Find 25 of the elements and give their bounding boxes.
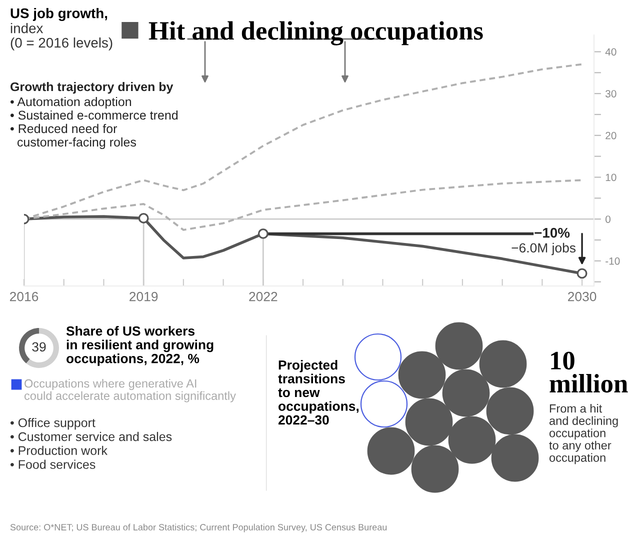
- y-tick-label: 20: [606, 132, 616, 140]
- chart-subtitle: index (0 = 2016 levels): [10, 23, 112, 50]
- annotation: Growth trajectory driven by: [10, 82, 174, 94]
- text: 10 million: [550, 352, 628, 393]
- y-tick-label: -10: [606, 257, 620, 265]
- legend-label: Hit and declining occupations: [148, 21, 483, 46]
- x-tick-label: 2019: [130, 292, 158, 302]
- annotation: −6.0M jobs: [512, 242, 576, 256]
- y-tick-label: 0: [606, 216, 610, 223]
- data-label: 39: [32, 342, 46, 352]
- chart-title: US job growth,: [10, 8, 108, 22]
- annotation: −10%: [534, 228, 570, 238]
- annotation: • Automation adoption • Sustained e-commerce trend • Reduced need for customer-facing roles: [10, 97, 178, 150]
- source-note: Source: O*NET; US Bureau of Labor Statistics; Current Population Survey, US Census Bureau: [10, 524, 387, 532]
- y-tick-label: 30: [606, 90, 616, 98]
- x-tick-label: 2030: [568, 292, 596, 302]
- text: Occupations where generative AI could accelerate automation significantly: [24, 379, 236, 402]
- text: • Office support • Customer service and sales • Production work • Food services: [10, 418, 172, 469]
- x-tick-label: 2022: [249, 292, 278, 302]
- y-tick-label: 10: [606, 174, 616, 182]
- text: Share of US workers in resilient and growing occupations, 2022, %: [66, 326, 214, 366]
- y-tick-label: 40: [605, 48, 616, 56]
- x-tick-label: 2016: [10, 292, 38, 302]
- text: Projected transitions to new occupations, 2022–30: [278, 360, 358, 425]
- text: From a hit and declining occupation to any other occupation: [549, 404, 618, 464]
